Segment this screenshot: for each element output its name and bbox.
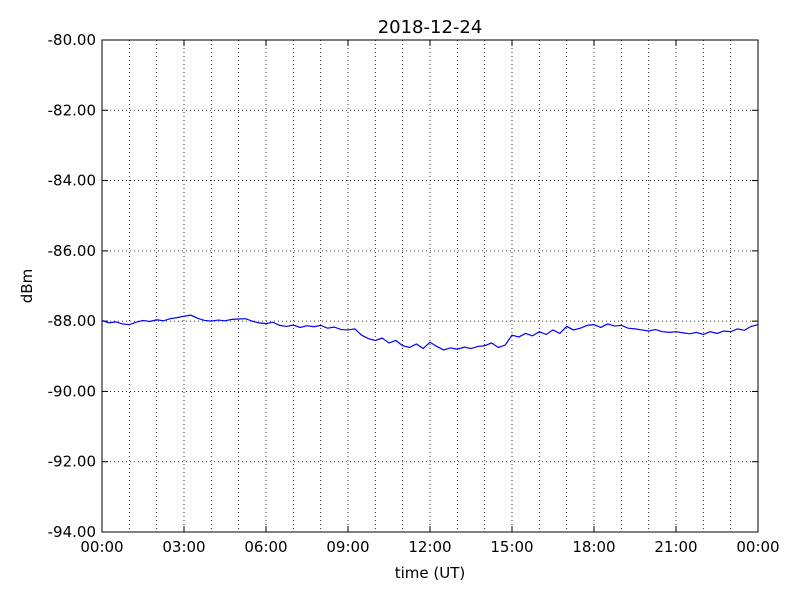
x-tick-label: 00:00 [80,538,123,556]
x-tick-label: 18:00 [572,538,615,556]
y-tick-label: -92.00 [48,453,96,471]
y-tick-label: -88.00 [48,312,96,330]
x-tick-label: 06:00 [244,538,287,556]
y-tick-label: -84.00 [48,172,96,190]
y-tick-label: -82.00 [48,101,96,119]
x-tick-label: 09:00 [326,538,369,556]
x-tick-label: 00:00 [736,538,779,556]
x-tick-label: 03:00 [162,538,205,556]
x-tick-label: 21:00 [654,538,697,556]
y-tick-label: -94.00 [48,523,96,541]
y-tick-label: -90.00 [48,382,96,400]
y-tick-label: -86.00 [48,242,96,260]
y-axis-label: dBm [18,269,36,303]
x-axis-label: time (UT) [395,564,466,582]
chart-title: 2018-12-24 [378,17,483,38]
x-tick-label: 15:00 [490,538,533,556]
y-tick-label: -80.00 [48,31,96,49]
data-line [101,314,759,351]
x-tick-label: 12:00 [408,538,451,556]
plot-frame [101,39,759,533]
